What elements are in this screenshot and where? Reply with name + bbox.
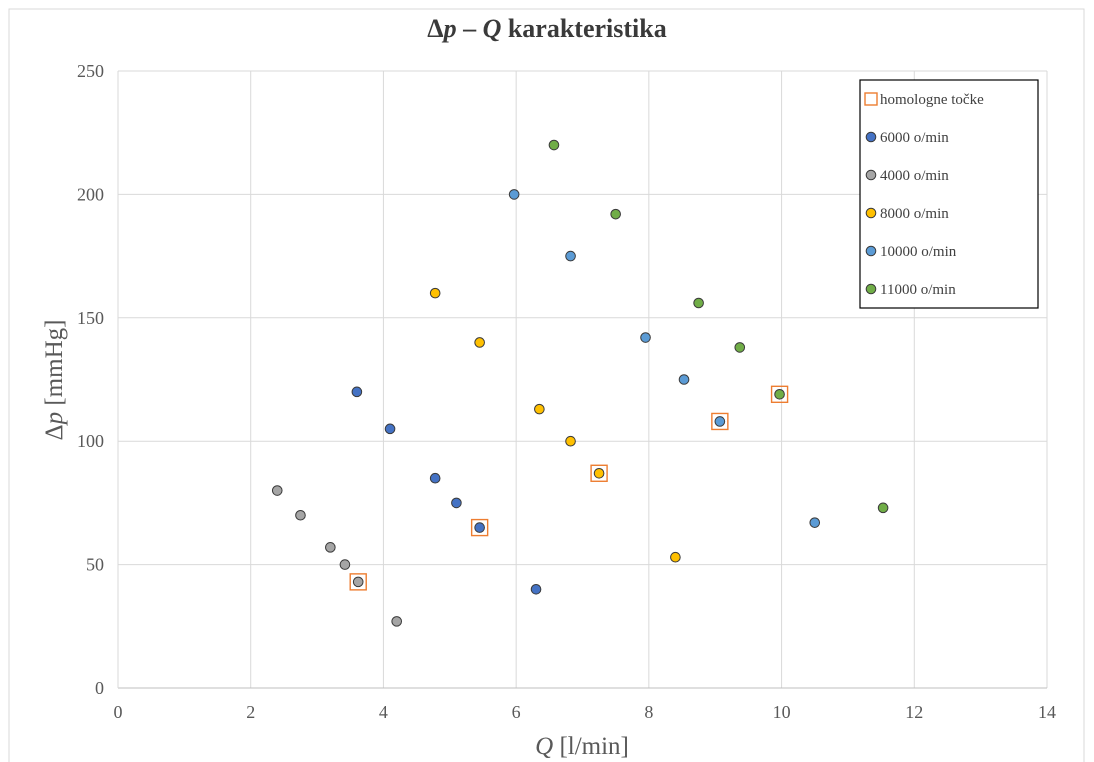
point-11000-o-min [877,502,889,514]
point-4000-o-min [271,485,283,496]
point-4000-o-min [325,542,336,553]
point-homologne-to-ke [590,464,608,482]
y-tick-label: 100 [77,431,104,451]
point-6000-o-min [429,472,441,484]
point-8000-o-min [474,337,485,348]
y-tick-label: 250 [77,61,104,81]
y-tick-label: 50 [86,555,104,575]
point-8000-o-min [670,551,681,563]
title-rest: karakteristika [501,14,667,43]
x-tick-label: 14 [1038,702,1056,722]
y-axis-label: Δp [mmHg] [41,320,68,441]
chart-title: Δp – Q karakteristika [0,14,1094,44]
y-tick-label: 200 [77,184,104,204]
legend-items: homologne točke 6000 o/min 4000 o/min 8000 … [864,92,984,298]
point-11000-o-min [774,389,785,400]
legend-marker-homologne-to-ke [864,92,878,106]
point-8000-o-min [429,287,441,299]
legend-marker-6000-o-min [865,131,877,143]
legend-marker-8000-o-min [865,207,877,219]
legend-marker-10000-o-min [865,245,877,257]
x-axis-label: Q [l/min] [535,733,629,760]
point-10000-o-min [678,374,690,385]
point-10000-o-min [508,189,520,200]
legend-label-11000-o-min: 11000 o/min [880,282,956,298]
x-tick-label: 6 [512,702,521,722]
axes: 0 2 4 6 8 10 12 14 0 50 100 150 200 250 [77,61,1056,722]
point-11000-o-min [734,342,746,353]
x-tick-label: 12 [905,702,923,722]
point-11000-o-min [548,139,560,151]
point-homologne-to-ke [770,385,789,404]
x-tick-label: 10 [773,702,791,722]
gridlines [8,8,1085,762]
point-6000-o-min [474,522,485,533]
point-4000-o-min [352,576,364,588]
legend-label-4000-o-min: 4000 o/min [880,168,949,184]
point-6000-o-min [451,497,462,509]
point-6000-o-min [384,423,396,435]
point-4000-o-min [391,616,403,627]
point-homologne-to-ke [470,518,489,537]
title-delta: Δ [427,14,444,43]
point-10000-o-min [714,416,726,427]
point-11000-o-min [610,208,621,220]
legend-box [859,79,1039,309]
point-4000-o-min [295,509,306,521]
legend-label-6000-o-min: 6000 o/min [880,130,949,146]
point-8000-o-min [593,467,605,479]
point-8000-o-min [534,403,545,415]
point-8000-o-min [565,435,576,447]
legend-marker-4000-o-min [865,169,877,181]
title-dash: – [456,14,483,43]
title-p: p [443,14,457,43]
y-tick-label: 150 [77,308,104,328]
x-tick-label: 8 [644,702,653,722]
data-points [271,139,889,627]
point-6000-o-min [530,583,542,595]
point-10000-o-min [640,332,651,343]
x-tick-label: 2 [246,702,255,722]
point-10000-o-min [809,517,821,528]
point-homologne-to-ke [711,412,729,431]
title-q: Q [482,14,502,43]
point-homologne-to-ke [349,573,367,591]
point-10000-o-min [565,250,576,262]
legend-marker-11000-o-min [865,283,877,295]
legend: homologne točke 6000 o/min 4000 o/min 8000 … [859,79,1039,309]
x-tick-label: 0 [114,702,123,722]
point-6000-o-min [351,386,363,398]
y-tick-label: 0 [95,678,104,698]
point-4000-o-min [339,559,351,570]
legend-label-homologne-to-ke: homologne točke [880,92,984,108]
x-tick-label: 4 [379,702,388,722]
chart-border [8,8,1085,762]
legend-label-10000-o-min: 10000 o/min [880,244,957,260]
point-11000-o-min [693,297,704,309]
legend-label-8000-o-min: 8000 o/min [880,206,949,222]
